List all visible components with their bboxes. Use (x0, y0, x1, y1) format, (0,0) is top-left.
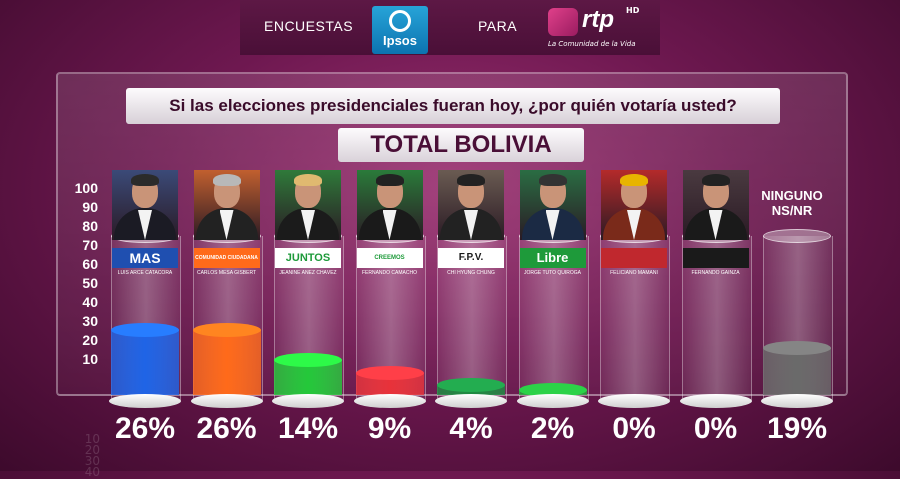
rtp-logo-text: rtp (582, 6, 614, 33)
percentage-label: 26% (114, 412, 176, 445)
bar-fill (111, 330, 179, 395)
ninguno-label: NINGUNO NS/NR (756, 188, 828, 218)
rtp-logo: rtp HD La Comunidad de la Vida (546, 6, 646, 52)
candidate-name: JEANINE AÑEZ CHÁVEZ (279, 270, 337, 276)
candidate-hair (701, 174, 730, 186)
y-tick-label: 10 (82, 351, 98, 367)
bar-fill-top (192, 323, 261, 337)
candidate-hair (457, 174, 485, 186)
bar-fill-top (274, 353, 342, 367)
tube-base (435, 394, 507, 408)
candidate-photo (275, 170, 341, 240)
party-logo: F.P.V. (438, 248, 504, 268)
bar-fill-top (111, 323, 179, 337)
candidate-name: CARLOS MESA GISBERT (196, 270, 257, 276)
candidate-hair (538, 174, 567, 186)
header-bar (240, 0, 660, 55)
percentage-label: 19% (766, 412, 828, 445)
party-logo: MAS (112, 248, 178, 268)
candidate-hair (212, 174, 241, 186)
y-tick-reflection: 40 (84, 465, 100, 479)
bar-fill-top (437, 378, 505, 392)
percentage-label: 14% (277, 412, 339, 445)
y-tick-label: 30 (82, 313, 98, 329)
candidate-name: JORGE TUTO QUIROGA (523, 270, 582, 276)
party-logo: CREEMOS (356, 248, 423, 268)
rtp-grid-icon (548, 8, 578, 36)
candidate-photo (682, 170, 749, 240)
y-tick-reflection: 10 (84, 432, 100, 446)
bar-fill-top (763, 340, 831, 355)
candidate-name: LUIS ARCE CATACORA (117, 270, 173, 276)
candidate-hair (375, 174, 404, 186)
y-tick-label: 50 (82, 275, 98, 291)
y-tick-label: 90 (82, 199, 98, 215)
ninguno-line-1: NINGUNO (761, 188, 823, 203)
rtp-tagline: La Comunidad de la Vida (548, 40, 636, 48)
candidate-photo (356, 170, 423, 240)
y-tick-reflection: 20 (84, 443, 100, 457)
bar-fill-top (355, 365, 424, 380)
tube-base (761, 394, 833, 408)
party-logo (601, 248, 667, 268)
para-label: PARA (478, 18, 518, 34)
bar-fill-top (518, 383, 587, 397)
candidate-name: FERNANDO CAMACHO (361, 270, 417, 276)
tube-base (190, 394, 263, 408)
rtp-hd-label: HD (626, 6, 640, 15)
tube-base (109, 394, 181, 408)
tube-base (516, 394, 589, 408)
party-logo: JUNTOS (275, 248, 341, 268)
tube-base (272, 394, 344, 408)
candidate-photo (601, 170, 667, 240)
candidate-hair (131, 174, 159, 186)
candidate-hair (294, 174, 322, 186)
candidate-hair (620, 174, 648, 186)
ipsos-circle-icon (389, 10, 411, 32)
subtitle-banner: TOTAL BOLIVIA (338, 128, 584, 162)
candidate-photo (112, 170, 178, 240)
percentage-label: 4% (449, 412, 493, 445)
y-tick-label: 100 (74, 180, 98, 196)
percentage-label: 2% (530, 412, 575, 445)
y-tick-reflection: 30 (84, 454, 100, 468)
party-logo: Libre (519, 248, 586, 268)
encuestas-label: ENCUESTAS (264, 18, 354, 34)
ipsos-logo: Ipsos (372, 6, 428, 54)
ninguno-line-2: NS/NR (771, 203, 813, 218)
candidate-photo (519, 170, 586, 240)
tube-base (353, 394, 426, 408)
candidate-name: CHI HYUNG CHUNG (447, 270, 495, 276)
tube-base (679, 394, 752, 408)
y-tick-label: 80 (82, 218, 98, 234)
percentage-label: 26% (196, 412, 257, 445)
bar-fill (763, 347, 831, 395)
y-tick-label: 20 (82, 332, 98, 348)
bar-fill (192, 330, 261, 395)
tube-top-rim (763, 229, 831, 243)
candidate-photo (438, 170, 504, 240)
candidate-name: FELICIANO MAMANI (610, 270, 658, 276)
ipsos-logo-text: Ipsos (383, 33, 417, 48)
percentage-label: 9% (367, 412, 412, 445)
party-logo (682, 248, 749, 268)
y-tick-label: 60 (82, 256, 98, 272)
tube-base (598, 394, 670, 408)
percentage-label: 0% (693, 412, 738, 445)
candidate-name: FERNANDO GAINZA (691, 270, 740, 276)
y-tick-label: 40 (82, 294, 98, 310)
candidate-photo (193, 170, 260, 240)
percentage-label: 0% (612, 412, 656, 445)
y-tick-label: 70 (82, 237, 98, 253)
question-banner: Si las elecciones presidenciales fueran … (126, 88, 780, 124)
party-logo: COMUNIDAD CIUDADANA (193, 248, 260, 268)
